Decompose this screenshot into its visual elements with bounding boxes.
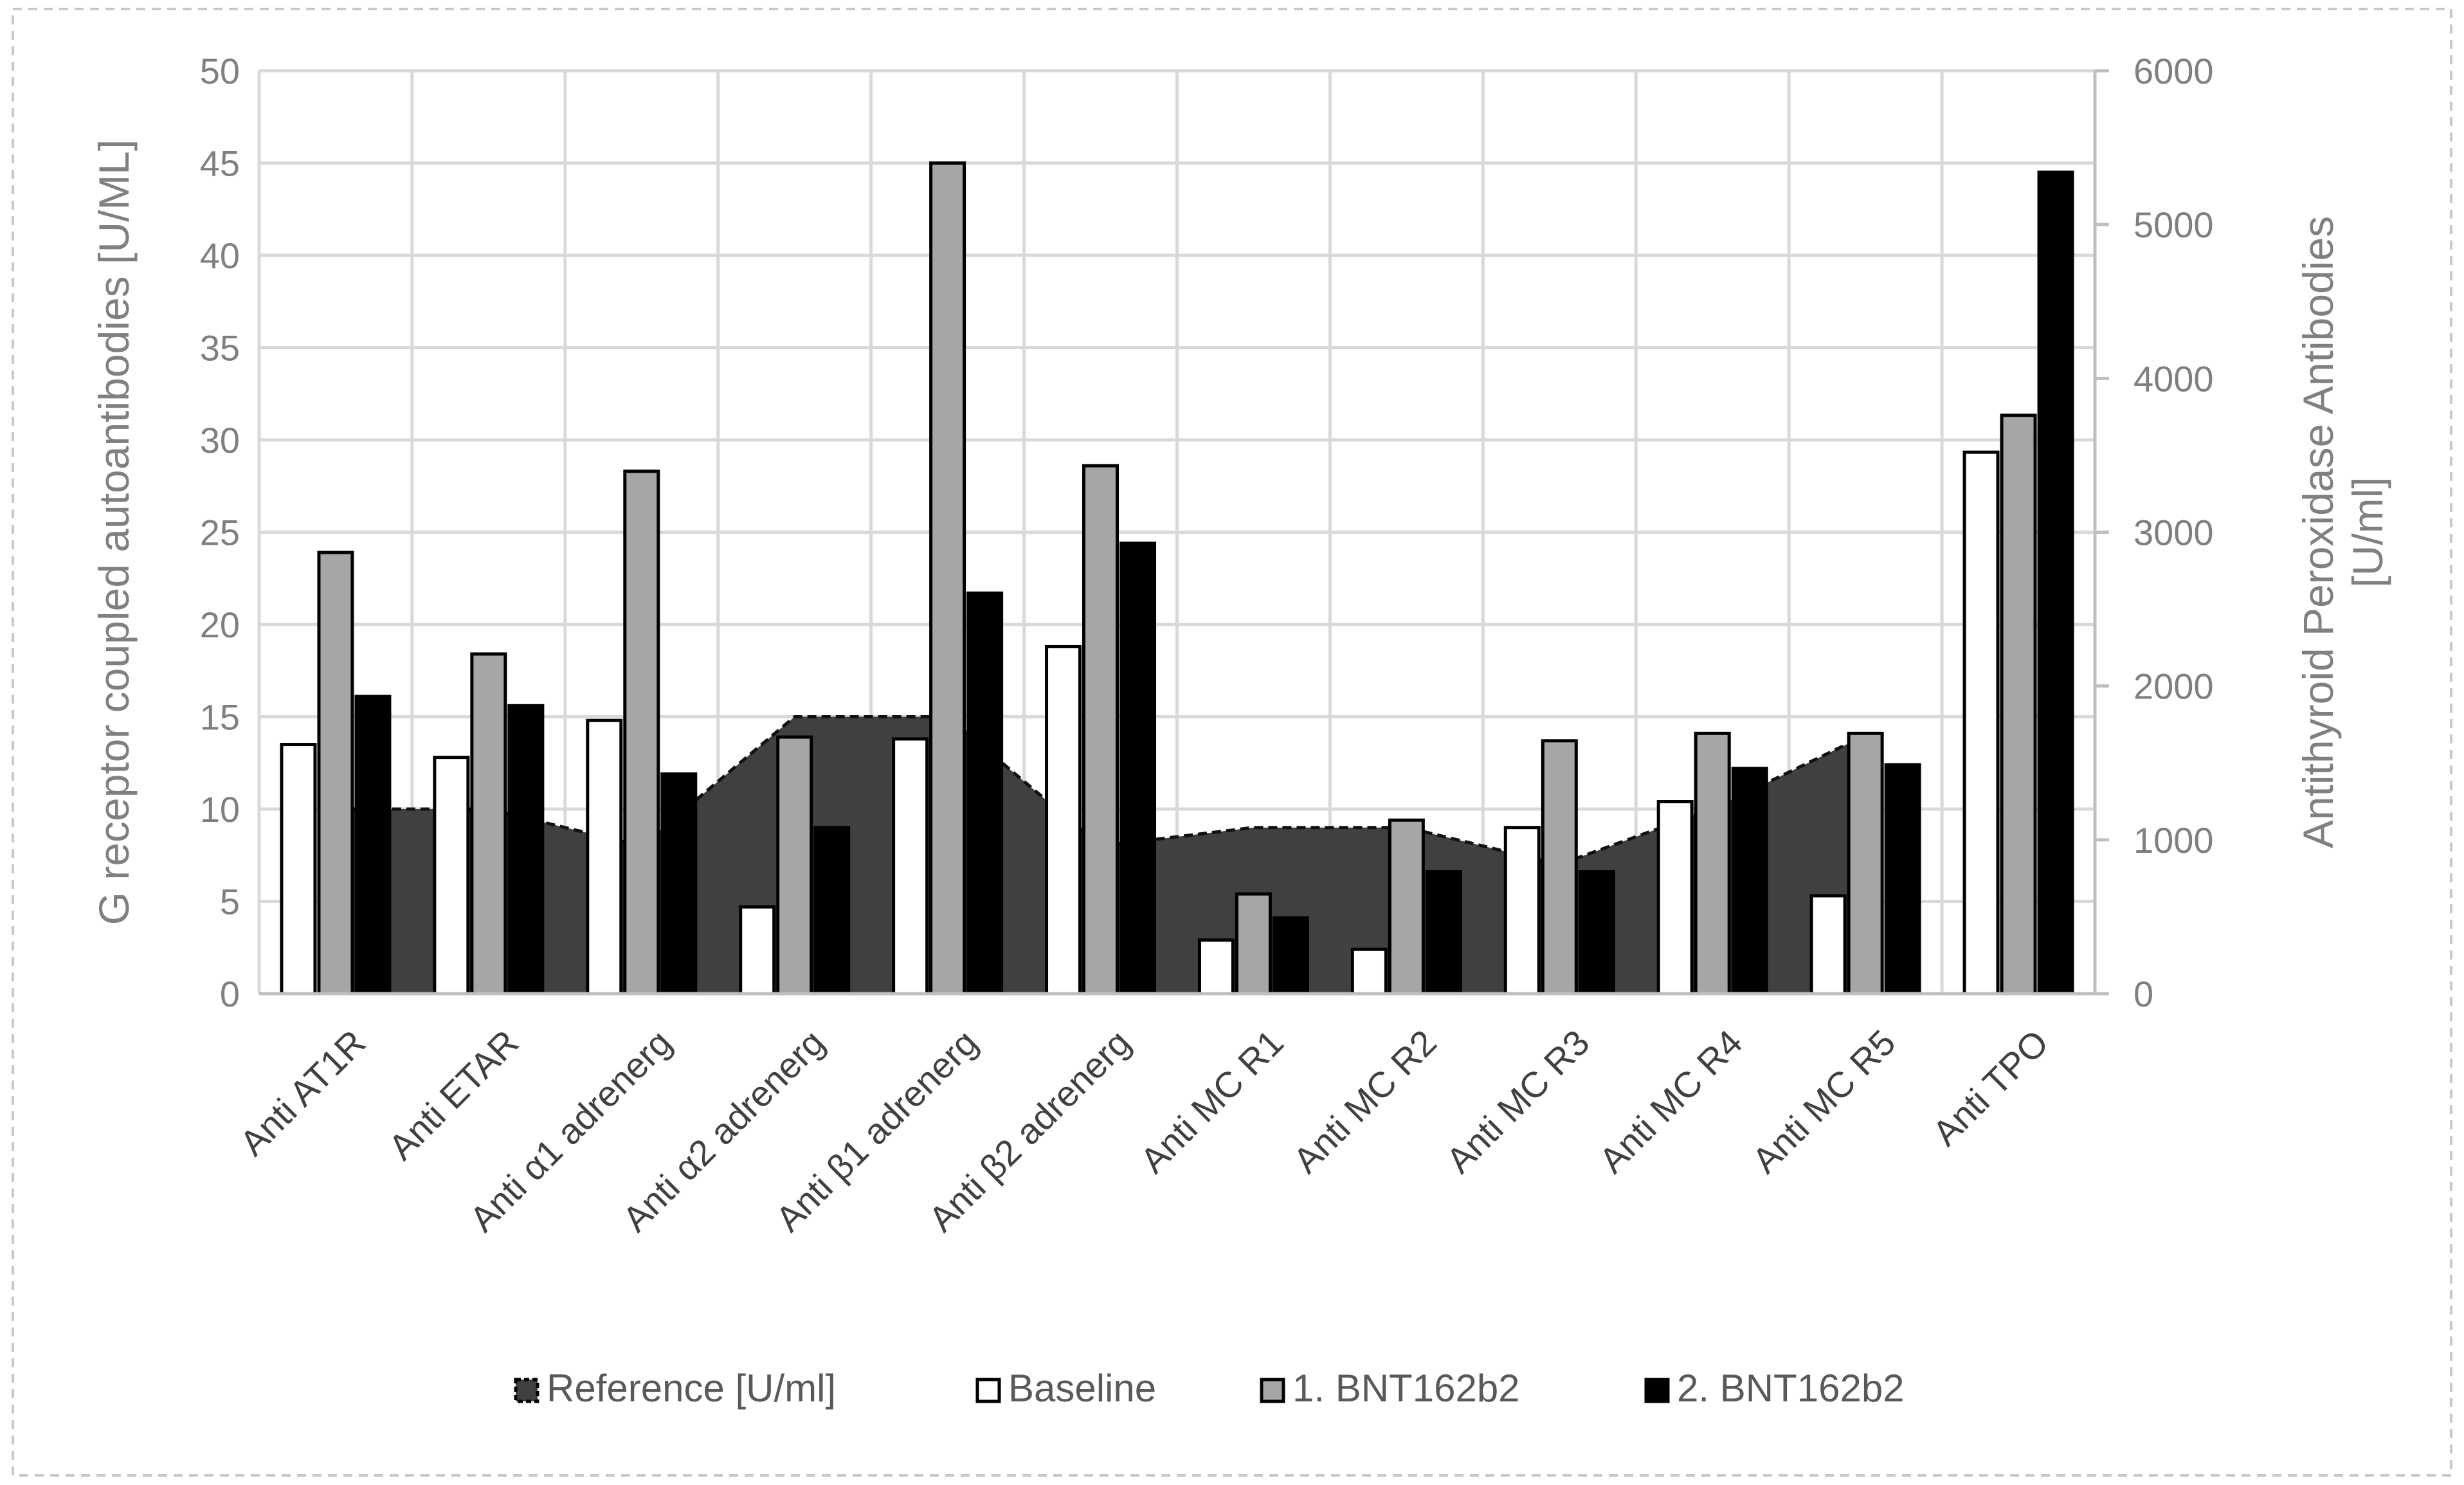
dose1-bar: [470, 652, 507, 996]
x-tick-label: Anti AT1R: [232, 1022, 374, 1163]
baseline-bar: [1197, 938, 1235, 996]
legend-swatch: [975, 1378, 1001, 1403]
dose1-bar: [1388, 818, 1425, 996]
axes-group: [257, 69, 2109, 996]
x-tick-label: Anti MC R4: [1591, 1022, 1750, 1181]
dose2-bar: [1425, 870, 1462, 996]
y-tick-label: 50: [200, 51, 240, 91]
dose2-bar: [1731, 767, 1768, 996]
y-tick-label: 30: [200, 420, 240, 460]
dose2-bar: [1272, 916, 1309, 996]
legend-swatch: [514, 1378, 539, 1403]
dose2-bar: [507, 704, 545, 996]
baseline-bar: [739, 905, 776, 996]
y2-tick-label: 6000: [2133, 51, 2214, 91]
y2-tick-label: 4000: [2133, 358, 2214, 399]
x-tick-label: Anti TPO: [1925, 1022, 2056, 1153]
baseline-bar: [1656, 800, 1694, 996]
legend-swatch: [1644, 1378, 1670, 1403]
legend-label: 1. BNT162b2: [1292, 1367, 1520, 1410]
x-tick-label: Anti MC R2: [1285, 1022, 1444, 1181]
y-tick-label: 0: [220, 974, 240, 1014]
y-axis-title: G receptor coupled autoantibodies [U/ML]: [90, 140, 138, 925]
baseline-bar: [1503, 826, 1541, 996]
x-tick-label: Anti ETAR: [381, 1022, 526, 1167]
y-tick-label: 15: [200, 697, 240, 738]
outer-frame: [12, 8, 2452, 1477]
y-tick-label: 35: [200, 328, 240, 369]
x-tick-label: Anti MC R1: [1132, 1022, 1291, 1181]
legend-label: Reference [U/ml]: [547, 1367, 836, 1410]
dose2-bar: [354, 695, 392, 996]
dose2-bar: [660, 772, 698, 996]
y2-tick-label: 0: [2133, 974, 2153, 1014]
y-tick-label: 20: [200, 605, 240, 645]
legend-swatch: [1260, 1378, 1285, 1403]
y2-axis-title-line2: [U/ml]: [2344, 477, 2391, 587]
dose1-bar: [1541, 739, 1578, 996]
x-tick-label: Anti MC R5: [1744, 1022, 1903, 1181]
y-tick-label: 45: [200, 143, 240, 184]
y2-axis-title-line1: Antithyroid Peroxidase Antibodies: [2294, 216, 2342, 848]
y2-tick-label: 5000: [2133, 205, 2214, 245]
baseline-bar: [1809, 894, 1847, 996]
legend-label: Baseline: [1008, 1367, 1156, 1410]
dose1-bar: [1235, 892, 1272, 996]
dose2-bar: [2037, 170, 2074, 996]
baseline-bar: [280, 743, 317, 996]
y2-tick-label: 2000: [2133, 666, 2214, 707]
baseline-bar: [586, 718, 623, 996]
dose1-bar: [1082, 464, 1119, 996]
dose1-bar: [929, 161, 966, 996]
y-tick-label: 5: [220, 882, 240, 922]
dose1-bar: [2000, 414, 2037, 996]
y-tick-label: 40: [200, 235, 240, 276]
dose1-bar: [1694, 731, 1731, 996]
bars-group: [280, 161, 2074, 996]
dose1-bar: [776, 735, 813, 996]
dose1-bar: [1847, 731, 1884, 996]
dose2-bar: [966, 591, 1004, 996]
baseline-bar: [433, 756, 470, 996]
dose2-bar: [1884, 763, 1921, 996]
x-tick-label: Anti MC R3: [1438, 1022, 1597, 1181]
dose2-bar: [1578, 870, 1615, 996]
dose2-bar: [1119, 542, 1157, 996]
legend-label: 2. BNT162b2: [1677, 1367, 1905, 1410]
baseline-bar: [1962, 450, 2000, 996]
y2-tick-label: 1000: [2133, 820, 2214, 861]
dose1-bar: [623, 469, 660, 996]
legend: Reference [U/ml] Baseline 1. BNT162b2 2. BN…: [514, 1367, 1905, 1410]
dose1-bar: [317, 551, 354, 996]
y2-tick-label: 3000: [2133, 513, 2214, 553]
y-tick-label: 10: [200, 789, 240, 830]
dose2-bar: [813, 826, 851, 996]
y-tick-label: 25: [200, 513, 240, 553]
baseline-bar: [892, 737, 929, 996]
baseline-bar: [1045, 644, 1082, 996]
baseline-bar: [1350, 947, 1388, 996]
